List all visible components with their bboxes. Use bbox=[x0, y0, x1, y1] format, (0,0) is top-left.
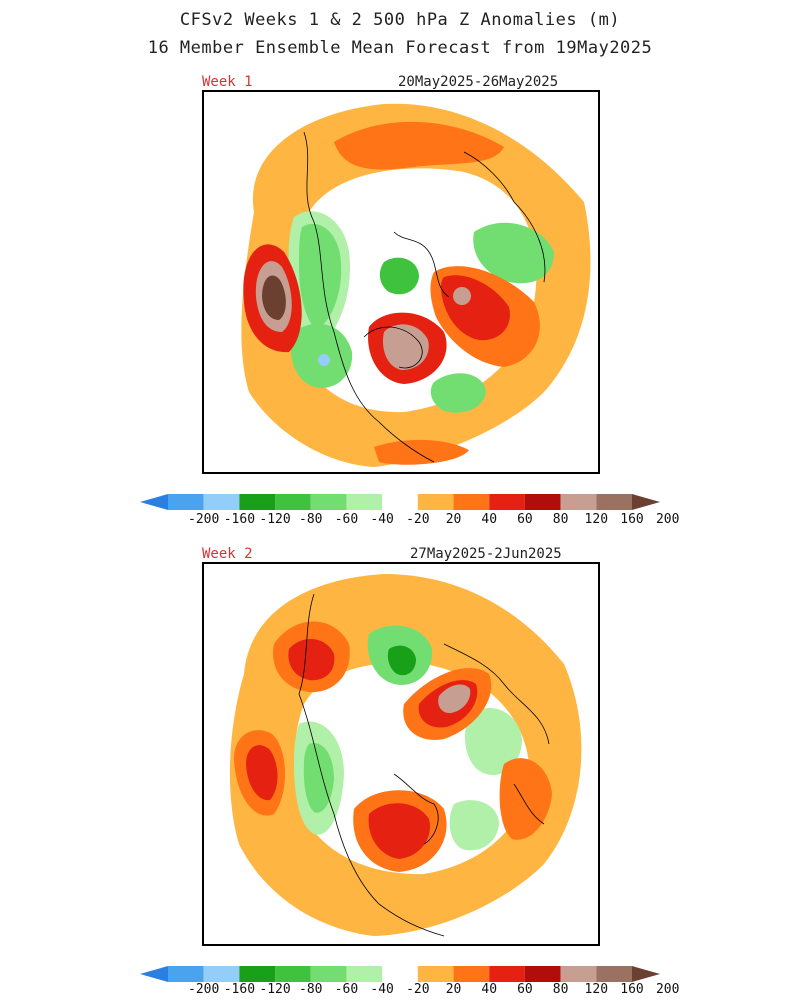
colorbar-tick-label: -20 bbox=[406, 982, 430, 997]
week2-dates: 27May2025-2Jun2025 bbox=[410, 546, 562, 562]
week2-anom-neg-north-core bbox=[387, 645, 416, 676]
figure-title-line2: 16 Member Ensemble Mean Forecast from 19… bbox=[147, 38, 653, 58]
colorbar-cell bbox=[310, 494, 347, 510]
colorbar-tick-label: 80 bbox=[552, 512, 569, 527]
week1-anom-pos-europe-max bbox=[453, 287, 471, 305]
colorbar-cell bbox=[453, 966, 490, 982]
colorbar-cell bbox=[489, 966, 525, 982]
colorbar-tick-label: 160 bbox=[620, 512, 644, 527]
week1-anom-pos-north bbox=[334, 121, 504, 170]
colorbar-tick-label: 120 bbox=[584, 982, 609, 997]
week1-anom-neg-center bbox=[379, 257, 419, 295]
colorbar-tick-label: 60 bbox=[517, 982, 533, 997]
week1-colorbar bbox=[140, 494, 660, 510]
colorbar-cell bbox=[239, 494, 276, 510]
colorbar-arrow-low bbox=[140, 966, 168, 982]
colorbar-tick-label: -40 bbox=[370, 982, 394, 997]
week2-anom-pos-nw-core bbox=[288, 638, 335, 681]
colorbar-arrow-high bbox=[632, 966, 660, 982]
week2-colorbar bbox=[140, 966, 660, 982]
colorbar-tick-label: 200 bbox=[655, 982, 680, 997]
colorbar-tick-label: -200 bbox=[188, 982, 220, 997]
colorbar-tick-label: -40 bbox=[370, 512, 394, 527]
colorbar-tick-label: -80 bbox=[299, 512, 323, 527]
week1-anom-pos-canada-core bbox=[382, 324, 429, 370]
week1-anom-pos-south bbox=[374, 439, 469, 465]
week1-coastlines bbox=[303, 131, 546, 463]
colorbar-arrow-low bbox=[140, 494, 168, 510]
colorbar-cell bbox=[382, 966, 418, 982]
colorbar-tick-label: 160 bbox=[620, 982, 644, 997]
week1-anom-neg-blue bbox=[318, 354, 330, 366]
colorbar-tick-label: -20 bbox=[406, 512, 430, 527]
week2-anom-pos-arctic-max bbox=[438, 684, 471, 714]
colorbar-cell bbox=[417, 966, 454, 982]
week2-anom-pos-canada-core bbox=[368, 803, 430, 859]
week1-colorbar-ticks: -200 -160 -120 -80 -60 -40 -20 20 40 60 80 120 160 20… bbox=[140, 512, 679, 528]
colorbar-tick-label: -160 bbox=[223, 512, 256, 527]
colorbar-cell bbox=[596, 494, 632, 510]
colorbar-tick-label: 20 bbox=[445, 982, 462, 997]
week2-anom-pos-west-core bbox=[246, 745, 278, 801]
colorbar-cell bbox=[524, 494, 561, 510]
colorbar-cell bbox=[560, 966, 597, 982]
colorbar-cell bbox=[489, 494, 525, 510]
colorbar-tick-label: 80 bbox=[552, 982, 569, 997]
colorbar-arrow-high bbox=[632, 494, 660, 510]
week1-anom-neg-east bbox=[473, 222, 554, 284]
week1-map bbox=[202, 90, 600, 474]
colorbar-cell bbox=[346, 966, 383, 982]
colorbar-cell bbox=[168, 966, 204, 982]
colorbar-cell bbox=[203, 966, 240, 982]
week1-anom-neg-atl bbox=[430, 373, 486, 413]
colorbar-cell bbox=[596, 966, 632, 982]
colorbar-cell bbox=[453, 494, 490, 510]
week2-anom-neg-west-core bbox=[303, 743, 334, 813]
colorbar-tick-label: 40 bbox=[481, 512, 498, 527]
colorbar-tick-label: 20 bbox=[445, 512, 462, 527]
colorbar-cell bbox=[310, 966, 347, 982]
colorbar-cell bbox=[275, 966, 311, 982]
week2-label: Week 2 bbox=[202, 546, 253, 562]
colorbar-tick-label: 60 bbox=[517, 512, 533, 527]
colorbar-tick-label: 120 bbox=[584, 512, 609, 527]
colorbar-tick-label: -120 bbox=[259, 982, 291, 997]
colorbar-tick-label: 200 bbox=[655, 512, 680, 527]
colorbar-tick-label: -60 bbox=[334, 512, 359, 527]
week1-map-canvas bbox=[241, 103, 591, 467]
week2-map-canvas bbox=[229, 574, 582, 937]
figure-title-line1: CFSv2 Weeks 1 & 2 500 hPa Z Anomalies (m… bbox=[179, 10, 621, 30]
colorbar-tick-label: -200 bbox=[188, 512, 220, 527]
week1-dates: 20May2025-26May2025 bbox=[398, 74, 559, 90]
week2-colorbar-ticks: -200 -160 -120 -80 -60 -40 -20 20 40 60 80 120 160 20… bbox=[140, 982, 679, 998]
colorbar-tick-label: -80 bbox=[299, 982, 323, 997]
week1-anom-neg40-west bbox=[299, 223, 342, 330]
colorbar-cell bbox=[239, 966, 276, 982]
week2-coastlines bbox=[298, 593, 550, 937]
week1-anom-pos-dateline-max bbox=[262, 275, 286, 320]
week2-anom-neg-south bbox=[449, 800, 499, 851]
colorbar-cell bbox=[168, 494, 204, 510]
colorbar-tick-label: -120 bbox=[259, 512, 291, 527]
colorbar-cell bbox=[275, 494, 311, 510]
week2-anom-pos-asia bbox=[499, 758, 552, 840]
colorbar-tick-label: -160 bbox=[223, 982, 256, 997]
week2-anom-neg-east bbox=[465, 708, 522, 775]
colorbar-cell bbox=[382, 494, 418, 510]
colorbar-cell bbox=[524, 966, 561, 982]
colorbar-cell bbox=[346, 494, 383, 510]
colorbar-tick-label: 40 bbox=[481, 982, 498, 997]
colorbar-tick-label: -60 bbox=[334, 982, 359, 997]
week1-label: Week 1 bbox=[202, 74, 253, 90]
colorbar-cell bbox=[417, 494, 454, 510]
colorbar-cell bbox=[203, 494, 240, 510]
week2-map bbox=[202, 562, 600, 946]
colorbar-cell bbox=[560, 494, 597, 510]
